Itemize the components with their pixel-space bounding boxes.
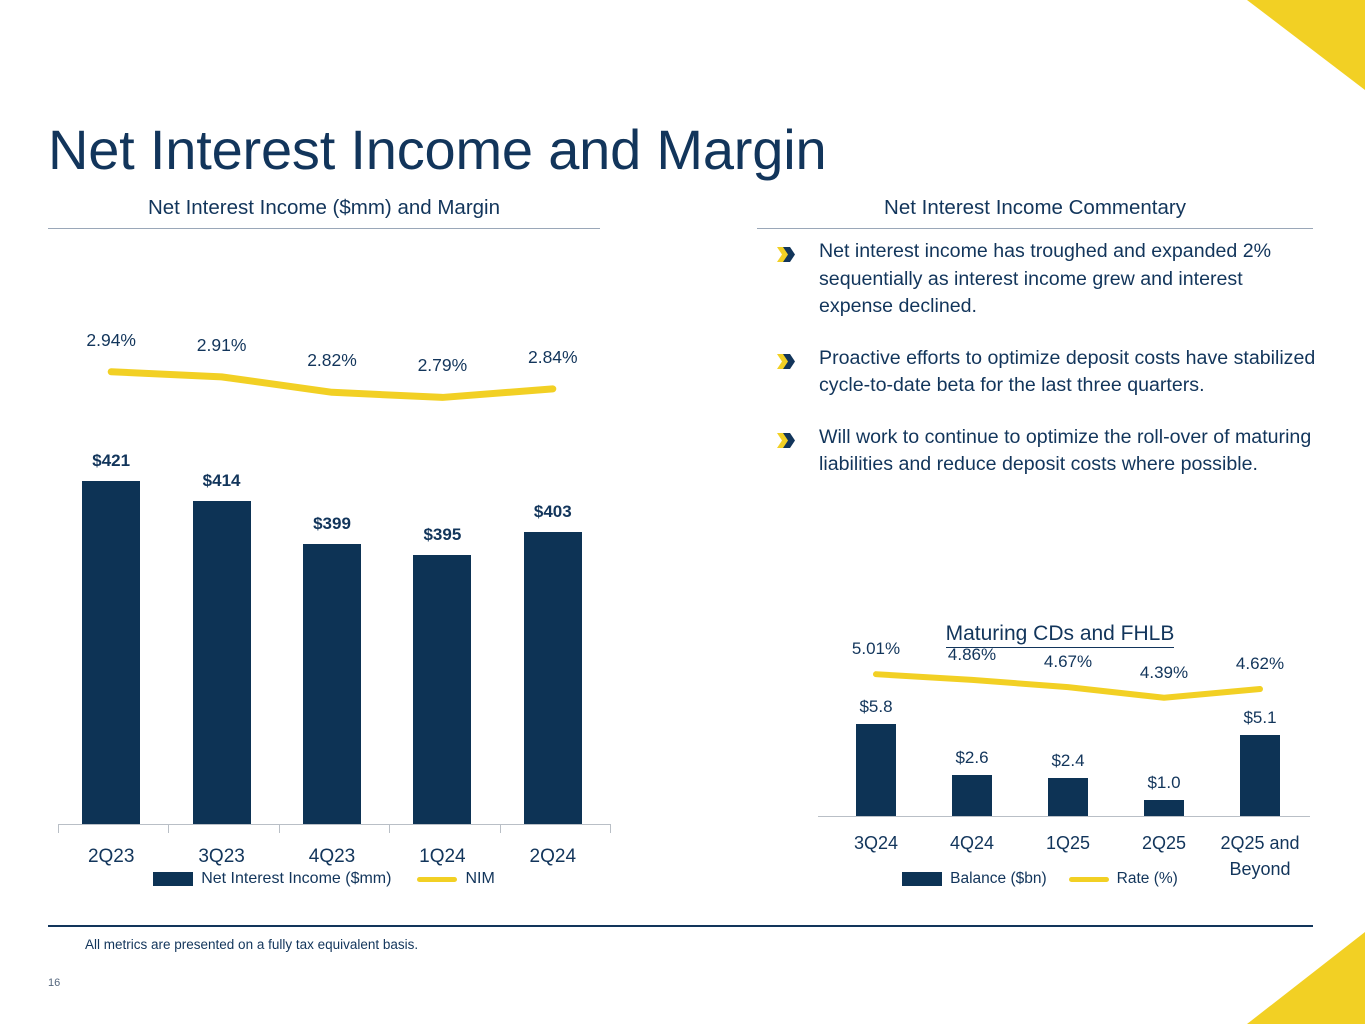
bar bbox=[952, 774, 992, 816]
line-value-label: 2.91% bbox=[196, 334, 247, 355]
legend-swatch-bar bbox=[902, 872, 943, 886]
legend-item: NIM bbox=[417, 870, 495, 888]
legend-label: Balance ($bn) bbox=[950, 870, 1047, 887]
line-value-label: 4.39% bbox=[1139, 662, 1189, 682]
x-axis-label: 2Q25 and Beyond bbox=[1220, 833, 1300, 879]
x-axis-label: 2Q25 bbox=[1141, 833, 1187, 853]
footer-divider bbox=[48, 925, 1313, 927]
right-panel-divider bbox=[757, 228, 1313, 229]
bar bbox=[82, 481, 141, 824]
corner-triangle-top-right bbox=[1247, 0, 1365, 90]
double-chevron-icon bbox=[775, 242, 801, 268]
legend-swatch-line bbox=[1068, 876, 1109, 882]
x-axis-label: 3Q23 bbox=[198, 846, 245, 867]
bar-value-label: $2.4 bbox=[1051, 750, 1085, 770]
list-item: Net interest income has troughed and exp… bbox=[775, 238, 1320, 321]
bar-value-label: $1.0 bbox=[1147, 773, 1181, 793]
footnote: All metrics are presented on a fully tax… bbox=[85, 937, 419, 952]
line-value-label: 2.82% bbox=[307, 350, 357, 371]
page-title: Net Interest Income and Margin bbox=[48, 118, 827, 181]
legend-swatch-line bbox=[417, 876, 458, 882]
x-axis bbox=[58, 824, 610, 825]
bar-value-label: $403 bbox=[533, 502, 572, 522]
chart-legend: Net Interest Income ($mm) NIM bbox=[48, 870, 600, 888]
corner-triangle-bottom-right bbox=[1247, 932, 1365, 1024]
x-axis-label: 3Q24 bbox=[853, 833, 899, 853]
legend-label: NIM bbox=[465, 870, 495, 887]
maturing-cds-chart: $5.8 $2.6 $2.4 $1.0 $5.1 5.01% 4.86% 4.67% 4.39%… bbox=[800, 615, 1320, 915]
bar bbox=[1144, 800, 1184, 816]
bar-value-label: $5.1 bbox=[1243, 707, 1277, 727]
double-chevron-icon bbox=[775, 428, 801, 454]
legend-item: Net Interest Income ($mm) bbox=[153, 870, 391, 888]
bar bbox=[192, 501, 251, 824]
x-axis-label: 1Q25 bbox=[1045, 833, 1091, 853]
commentary-text: Net interest income has troughed and exp… bbox=[819, 240, 1272, 317]
legend-label: Net Interest Income ($mm) bbox=[201, 870, 392, 887]
legend-swatch-bar bbox=[153, 872, 194, 886]
bar bbox=[413, 554, 472, 824]
x-axis-label: 2Q24 bbox=[529, 846, 577, 867]
bar bbox=[856, 723, 896, 816]
double-chevron-icon bbox=[775, 349, 801, 375]
axis-tick bbox=[610, 824, 611, 833]
line-value-label: 5.01% bbox=[851, 639, 901, 659]
legend-label: Rate (%) bbox=[1116, 870, 1178, 887]
bar-value-label: $399 bbox=[313, 513, 351, 533]
x-axis-label: 2Q23 bbox=[87, 846, 135, 867]
bar bbox=[303, 543, 361, 824]
line-value-label: 2.84% bbox=[527, 346, 578, 367]
chart-legend: Balance ($bn) Rate (%) bbox=[800, 870, 1280, 888]
commentary-text: Will work to continue to optimize the ro… bbox=[819, 425, 1312, 476]
maturing-cds-chart-title: Maturing CDs and FHLB bbox=[800, 622, 1320, 648]
bar bbox=[523, 532, 582, 824]
bar bbox=[1240, 734, 1280, 816]
x-axis-label: 4Q24 bbox=[949, 833, 995, 853]
trend-line bbox=[873, 671, 1263, 701]
left-panel-divider bbox=[48, 228, 600, 229]
right-panel-header: Net Interest Income Commentary bbox=[884, 196, 1186, 219]
bar-value-label: $421 bbox=[92, 451, 131, 471]
bar bbox=[1048, 777, 1088, 816]
bar-value-label: $395 bbox=[423, 524, 462, 544]
line-value-label: 4.67% bbox=[1043, 652, 1093, 672]
x-axis bbox=[818, 816, 1310, 817]
commentary-text: Proactive efforts to optimize deposit co… bbox=[819, 346, 1316, 397]
axis-tick bbox=[168, 824, 170, 833]
line-value-label: 4.86% bbox=[947, 644, 997, 664]
legend-item: Balance ($bn) bbox=[902, 870, 1047, 888]
trend-line bbox=[107, 368, 557, 401]
axis-tick bbox=[58, 824, 59, 833]
line-value-label: 4.62% bbox=[1235, 654, 1285, 674]
axis-tick bbox=[389, 824, 391, 833]
bar-value-label: $2.6 bbox=[955, 747, 989, 767]
x-axis-label: 4Q23 bbox=[308, 846, 356, 867]
list-item: Will work to continue to optimize the ro… bbox=[775, 424, 1320, 479]
line-value-label: 2.79% bbox=[417, 355, 468, 376]
net-interest-income-chart: $421 $414 $399 $395 $403 2.94% 2.91% 2.82% 2.79%… bbox=[48, 240, 611, 900]
line-value-label: 2.94% bbox=[86, 329, 136, 350]
bar-value-label: $5.8 bbox=[859, 696, 893, 716]
commentary-list: Net interest income has troughed and exp… bbox=[775, 238, 1320, 501]
list-item: Proactive efforts to optimize deposit co… bbox=[775, 345, 1320, 400]
maturing-cds-chart-title-text: Maturing CDs and FHLB bbox=[945, 622, 1175, 648]
page-number: 16 bbox=[48, 977, 61, 989]
axis-tick bbox=[278, 824, 280, 833]
legend-item: Rate (%) bbox=[1068, 870, 1178, 888]
axis-tick bbox=[499, 824, 501, 833]
left-panel-header: Net Interest Income ($mm) and Margin bbox=[147, 196, 501, 219]
bar-value-label: $414 bbox=[202, 471, 241, 491]
x-axis-label: 1Q24 bbox=[419, 846, 466, 867]
